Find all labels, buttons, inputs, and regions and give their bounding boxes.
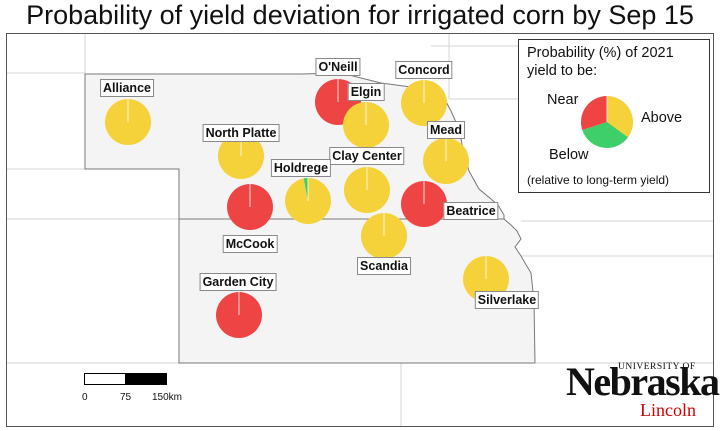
- pie-holdrege-above-slice: [303, 178, 308, 201]
- legend-pie-near-slice: [607, 96, 633, 138]
- logo-nebraska-text: Nebraska: [566, 359, 720, 404]
- station-label-elgin: Elgin: [347, 83, 385, 101]
- station-label-beatrice: Beatrice: [443, 202, 499, 220]
- map-canvas: [7, 34, 713, 426]
- station-label-garden-city: Garden City: [199, 273, 277, 291]
- pie-silverlake[interactable]: [463, 256, 509, 302]
- logo-lincoln-text: Lincoln: [640, 400, 696, 420]
- pie-scandia[interactable]: [361, 213, 407, 259]
- station-label-concord: Concord: [395, 61, 453, 79]
- station-label-o-neill: O'Neill: [315, 58, 361, 76]
- legend-pie-below-slice: [581, 96, 607, 131]
- station-label-clay-center: Clay Center: [329, 147, 405, 165]
- pie-holdrege[interactable]: [284, 178, 331, 225]
- map-title: Probability of yield deviation for irrig…: [26, 0, 694, 30]
- pie-mccook[interactable]: [227, 184, 273, 230]
- legend-pie: [581, 96, 633, 148]
- scale-label-0: 0: [82, 392, 88, 403]
- legend-pie-above-slice: [582, 122, 629, 148]
- station-label-north-platte: North Platte: [202, 124, 280, 142]
- pie-garden-city[interactable]: [216, 292, 262, 338]
- state-boundaries: [7, 34, 713, 426]
- legend-near-label: Near: [547, 92, 579, 108]
- scale-label-150km: 150km: [152, 392, 183, 403]
- station-label-silverlake: Silverlake: [474, 291, 540, 309]
- legend-below-label: Below: [549, 147, 589, 163]
- university-logo: UNIVERSITY OF Nebraska Lincoln: [566, 360, 720, 424]
- scale-label-75: 75: [120, 392, 132, 403]
- logo-university-text: UNIVERSITY OF: [618, 362, 696, 372]
- legend: Probability (%) of 2021 yield to be: Nea…: [518, 39, 710, 193]
- scale-bar: [84, 373, 167, 385]
- pie-mead[interactable]: [423, 138, 469, 184]
- legend-title: Probability (%) of 2021: [527, 45, 674, 61]
- pie-clay-center[interactable]: [344, 167, 390, 213]
- pie-concord[interactable]: [401, 80, 447, 126]
- pie-alliance[interactable]: [105, 99, 151, 145]
- station-pie-group: [105, 79, 509, 338]
- station-label-mead: Mead: [427, 121, 465, 139]
- legend-above-label: Above: [641, 110, 683, 126]
- legend-note: (relative to long-term yield): [527, 173, 670, 187]
- station-label-holdrege: Holdrege: [270, 159, 332, 177]
- legend-subtitle: yield to be:: [527, 63, 598, 79]
- scale-segment-white: [84, 373, 126, 385]
- pie-elgin[interactable]: [343, 102, 389, 148]
- station-label-alliance: Alliance: [100, 79, 154, 97]
- station-label-scandia: Scandia: [357, 257, 411, 275]
- pie-beatrice[interactable]: [401, 181, 447, 227]
- scale-segment-black: [125, 373, 167, 385]
- station-label-mccook: McCook: [222, 235, 278, 253]
- kansas-outline: [178, 218, 536, 364]
